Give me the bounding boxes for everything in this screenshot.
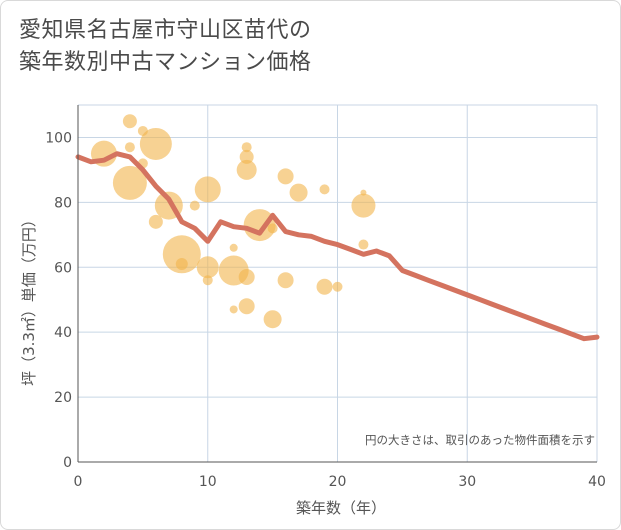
x-tick-label: 30 bbox=[458, 474, 476, 490]
price-trend-line bbox=[75, 151, 600, 342]
title-line-1: 愛知県名古屋市守山区苗代の bbox=[19, 18, 312, 43]
title-line-2: 築年数別中古マンション価格 bbox=[19, 50, 312, 75]
x-axis-label: 築年数（年） bbox=[296, 499, 386, 517]
bubble-point bbox=[267, 223, 278, 234]
bubble-point bbox=[139, 127, 172, 160]
bubble-point bbox=[124, 142, 135, 153]
chart-title: 愛知県名古屋市守山区苗代の 築年数別中古マンション価格 bbox=[19, 15, 312, 79]
bubble-layer bbox=[90, 114, 376, 329]
bubble-point bbox=[277, 272, 294, 289]
bubble-point bbox=[229, 243, 238, 252]
bubble-point bbox=[238, 298, 255, 315]
bubble-point bbox=[238, 269, 255, 286]
bubble-point bbox=[358, 239, 369, 250]
axes bbox=[77, 105, 597, 463]
bubble-point bbox=[196, 256, 219, 279]
y-tick-label: 0 bbox=[63, 455, 72, 471]
bubble-point bbox=[332, 281, 343, 292]
bubble-point bbox=[263, 310, 282, 329]
bubble-point bbox=[229, 305, 238, 314]
bubble-point bbox=[239, 149, 254, 164]
bubble-point bbox=[202, 275, 213, 286]
y-tick-label: 100 bbox=[45, 130, 72, 146]
x-tick-label: 0 bbox=[74, 474, 83, 490]
bubble-point bbox=[319, 184, 330, 195]
bubble-point bbox=[175, 258, 188, 271]
tick-labels: 0 10 20 30 40 0 20 40 60 80 100 bbox=[45, 130, 606, 490]
y-tick-label: 60 bbox=[54, 260, 72, 276]
trend-line-layer bbox=[75, 151, 600, 342]
bubble-point bbox=[189, 200, 200, 211]
bubble-point bbox=[112, 165, 147, 200]
y-tick-label: 40 bbox=[54, 325, 72, 341]
bubble-point bbox=[243, 209, 276, 242]
bubble-point bbox=[351, 193, 376, 218]
x-tick-label: 20 bbox=[329, 474, 347, 490]
x-tick-label: 40 bbox=[588, 474, 606, 490]
y-tick-label: 20 bbox=[54, 390, 72, 406]
bubble-point bbox=[277, 168, 294, 185]
y-tick-label: 80 bbox=[54, 195, 72, 211]
y-axis-label: 坪（3.3㎡）単価（万円） bbox=[20, 212, 38, 386]
bubble-point bbox=[122, 114, 137, 129]
bubble-point bbox=[162, 235, 201, 274]
bubble-point bbox=[148, 214, 163, 229]
bubble-size-note: 円の大きさは、取引のあった物件面積を示す bbox=[365, 433, 595, 447]
x-tick-label: 10 bbox=[199, 474, 217, 490]
bubble-point bbox=[316, 278, 333, 295]
bubble-point bbox=[194, 176, 221, 203]
bubble-point bbox=[236, 159, 257, 180]
bubble-point bbox=[289, 183, 308, 202]
bubble-point bbox=[241, 142, 252, 153]
